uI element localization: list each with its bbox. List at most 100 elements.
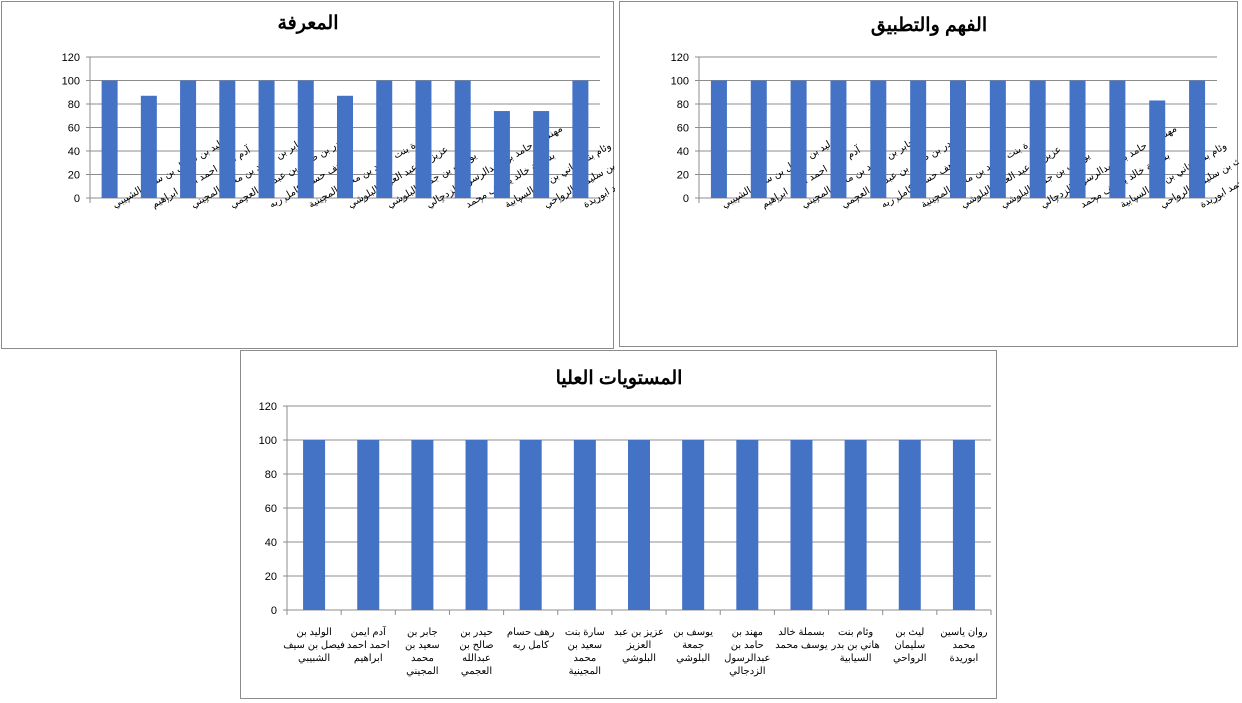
- x-tick-label-line: الشبيبي: [298, 653, 330, 664]
- bar: [219, 80, 236, 198]
- x-tick-label: ليث بن سليمان الرواحي: [893, 627, 926, 664]
- bar: [101, 80, 118, 198]
- x-tick-label-line: هاني بن بدر: [830, 640, 879, 651]
- bar: [573, 440, 596, 610]
- x-tick-label-line: ابراهيم: [354, 653, 383, 664]
- x-tick-label-line: جابر بن: [407, 627, 438, 638]
- x-tick-label-line: محمد: [573, 653, 596, 664]
- x-tick-label-line: صالح بن: [459, 640, 493, 651]
- x-tick-label-line: محمد: [411, 653, 434, 664]
- x-tick-label: وئام بنت هاني بن بدر السيابية: [830, 627, 879, 664]
- x-tick-label-line: حيدر بن: [460, 627, 492, 638]
- y-tick-label: 20: [68, 170, 80, 182]
- bar: [376, 80, 393, 198]
- x-tick-label-line: ابوريدة: [950, 653, 979, 664]
- bar: [454, 80, 471, 198]
- bar: [297, 80, 314, 198]
- x-tick-label-line: الزدجالي: [729, 666, 765, 677]
- x-tick-label-line: ليث بن: [895, 627, 924, 638]
- y-tick-label: 80: [677, 99, 689, 111]
- x-tick-label: سارة بنت سعيد بن محمد المجينية: [565, 627, 605, 677]
- x-tick-label-line: احمد احمد: [347, 640, 390, 651]
- y-tick-label: 0: [271, 605, 277, 617]
- y-tick-label: 0: [74, 193, 80, 205]
- x-tick-label-line: السيابية: [840, 653, 872, 664]
- y-tick-label: 120: [62, 52, 80, 64]
- bar: [910, 80, 927, 198]
- x-tick-label: رهف حسام كامل ربه: [507, 627, 555, 651]
- x-tick-label-line: عبدالرسول: [724, 653, 770, 664]
- y-tick-label: 80: [68, 99, 80, 111]
- x-tick-label-line: سارة بنت: [565, 627, 605, 638]
- x-tick-label: حيدر بن صالح بن عبدالله العجمي: [459, 627, 493, 677]
- x-tick-label-line: الرواحي: [893, 653, 926, 664]
- y-tick-label: 80: [265, 469, 277, 481]
- bar: [790, 80, 807, 198]
- bar: [519, 440, 542, 610]
- x-tick-label-line: المجينية: [569, 666, 601, 677]
- bar: [790, 440, 813, 610]
- x-tick-label-line: محمد: [953, 640, 976, 651]
- bar: [682, 440, 705, 610]
- x-tick-label: الوليد بن فيصل بن سيف الشبيبي: [283, 627, 345, 664]
- bar: [952, 440, 975, 610]
- x-tick-label-line: حامد بن: [731, 640, 764, 651]
- y-tick-label: 120: [671, 52, 689, 64]
- bar: [710, 80, 727, 198]
- x-tick-label-line: سعيد بن: [568, 640, 603, 651]
- bar: [736, 440, 759, 610]
- bar: [180, 80, 197, 198]
- bar: [1109, 80, 1126, 198]
- bar: [411, 440, 434, 610]
- chart-title: المعرفة: [278, 13, 339, 34]
- y-tick-label: 100: [259, 435, 277, 447]
- bar: [898, 440, 921, 610]
- x-tick-label-line: المجيني: [406, 666, 438, 677]
- bar: [1189, 80, 1206, 198]
- bar: [1029, 80, 1046, 198]
- bar: [750, 80, 767, 198]
- bar: [572, 80, 589, 198]
- x-tick-label-line: عبدالله: [462, 653, 491, 664]
- x-tick-label-line: العجمي: [461, 666, 492, 677]
- bar: [258, 80, 275, 198]
- x-tick-label-line: وئام بنت: [838, 627, 873, 638]
- chart-higher-levels-svg: المستويات العليا 0 20 40 60 80 100 120 الوليد بن…: [259, 368, 992, 677]
- bar: [465, 440, 488, 610]
- x-tick-label-line: العزيز: [626, 640, 651, 651]
- x-tick-label-line: يوسف بن: [673, 627, 713, 638]
- y-tick-label: 60: [677, 123, 689, 135]
- x-tick-label: جابر بن سعيد بن محمد المجيني: [405, 627, 440, 677]
- x-tick-label-line: روان ياسين: [940, 627, 988, 638]
- x-tick-label: بسملة خالد يوسف محمد: [775, 627, 828, 651]
- y-tick-label: 100: [671, 76, 689, 88]
- x-tick-label: مهند بن حامد بن عبدالرسول الزدجالي: [724, 627, 770, 677]
- x-tick-label-line: يوسف محمد: [775, 640, 828, 651]
- bar: [830, 80, 847, 198]
- bar: [950, 80, 966, 198]
- x-tick-label: عزيز بن عبد العزيز البلوشي: [614, 627, 664, 664]
- x-tick-label-line: رهف حسام: [507, 627, 555, 638]
- y-tick-label: 0: [683, 193, 689, 205]
- y-tick-label: 20: [677, 170, 689, 182]
- x-tick-label-line: جمعة: [682, 640, 704, 651]
- y-tick-label: 60: [265, 503, 277, 515]
- y-tick-label: 40: [68, 146, 80, 158]
- y-tick-label: 20: [265, 571, 277, 583]
- bar: [1149, 100, 1166, 198]
- bar: [989, 80, 1006, 198]
- bar: [1069, 80, 1086, 198]
- x-tick-label: روان ياسين محمد ابوريدة: [940, 627, 988, 664]
- y-tick-label: 60: [68, 123, 80, 135]
- x-tick-label-line: عزيز بن عبد: [614, 627, 664, 638]
- x-tick-label: يوسف بن جمعة البلوشي: [673, 627, 713, 664]
- x-tick-label-line: بسملة خالد: [778, 627, 824, 638]
- chart-title: المستويات العليا: [556, 368, 683, 389]
- chart-panel-knowledge: المعرفة 0 20 40 60 80 100 120 الوليد بن فيصل بن …: [1, 1, 615, 349]
- bar: [415, 80, 432, 198]
- bar: [628, 440, 650, 610]
- x-tick-label-line: كامل ربه: [512, 640, 549, 651]
- bar: [533, 111, 550, 198]
